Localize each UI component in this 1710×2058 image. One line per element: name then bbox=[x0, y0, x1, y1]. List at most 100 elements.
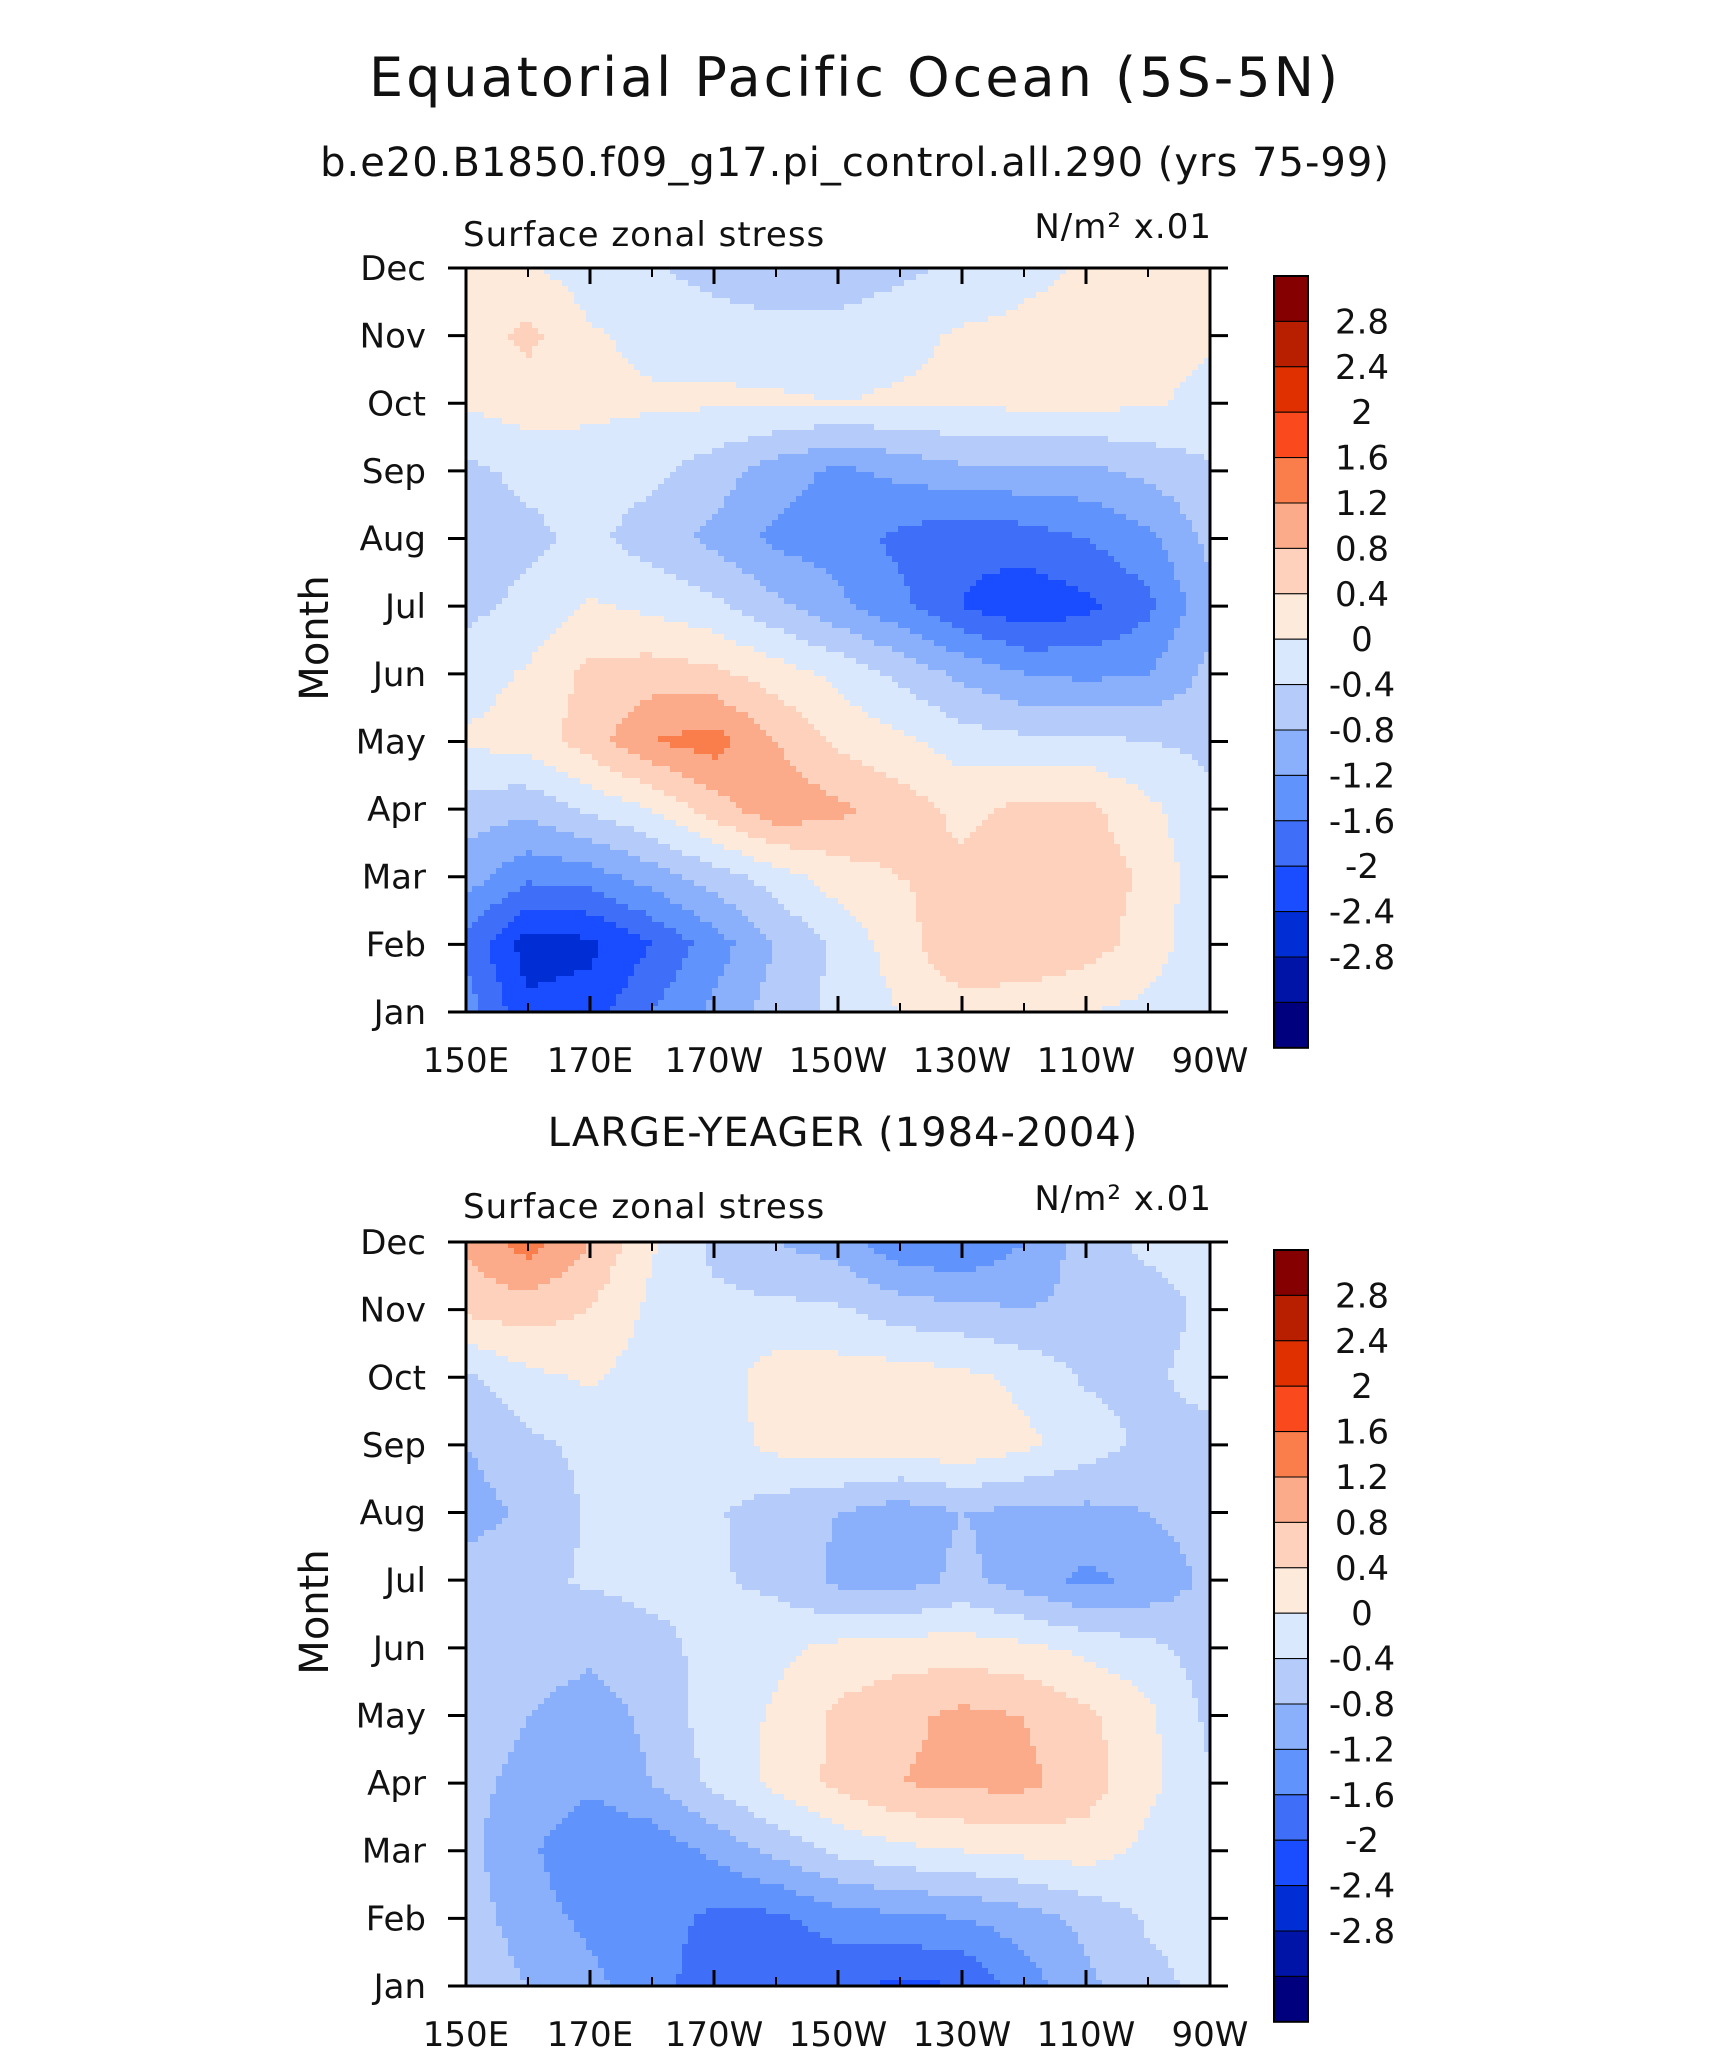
contour-cell bbox=[976, 412, 983, 419]
contour-cell bbox=[964, 346, 971, 353]
contour-cell bbox=[1132, 490, 1139, 497]
contour-cell bbox=[1096, 268, 1103, 275]
contour-cell bbox=[1036, 340, 1043, 347]
contour-cell bbox=[628, 424, 635, 431]
contour-cell bbox=[898, 478, 905, 485]
contour-cell bbox=[508, 352, 515, 359]
contour-cell bbox=[838, 490, 845, 497]
contour-cell bbox=[868, 448, 875, 455]
contour-cell bbox=[958, 466, 965, 473]
contour-cell bbox=[490, 388, 497, 395]
contour-cell bbox=[718, 346, 725, 353]
contour-cell bbox=[856, 370, 863, 377]
contour-cell bbox=[640, 424, 647, 431]
contour-cell bbox=[598, 424, 605, 431]
contour-cell bbox=[514, 400, 521, 407]
contour-cell bbox=[1036, 412, 1043, 419]
contour-cell bbox=[574, 460, 581, 467]
contour-cell bbox=[982, 304, 989, 311]
contour-cell bbox=[940, 466, 947, 473]
contour-cell bbox=[1054, 322, 1061, 329]
contour-cell bbox=[682, 376, 689, 383]
contour-cell bbox=[952, 334, 959, 341]
contour-cell bbox=[1030, 376, 1037, 383]
contour-cell bbox=[1120, 334, 1127, 341]
contour-cell bbox=[1096, 502, 1103, 509]
contour-cell bbox=[754, 352, 761, 359]
contour-cell bbox=[1078, 328, 1085, 335]
contour-cell bbox=[694, 370, 701, 377]
contour-cell bbox=[604, 316, 611, 323]
contour-cell bbox=[838, 454, 845, 461]
contour-cell bbox=[712, 502, 719, 509]
contour-cell bbox=[1132, 442, 1139, 449]
contour-cell bbox=[958, 316, 965, 323]
contour-cell bbox=[1198, 292, 1205, 299]
contour-cell bbox=[934, 478, 941, 485]
contour-cell bbox=[724, 298, 731, 305]
contour-cell bbox=[1198, 394, 1205, 401]
contour-cell bbox=[538, 448, 545, 455]
contour-cell bbox=[742, 478, 749, 485]
contour-cell bbox=[754, 496, 761, 503]
contour-cell bbox=[718, 394, 725, 401]
contour-cell bbox=[1192, 370, 1199, 377]
contour-cell bbox=[1066, 466, 1073, 473]
contour-cell bbox=[688, 442, 695, 449]
contour-cell bbox=[1042, 430, 1049, 437]
contour-cell bbox=[652, 364, 659, 371]
contour-cell bbox=[526, 508, 533, 515]
contour-cell bbox=[598, 460, 605, 467]
contour-cell bbox=[466, 298, 473, 305]
contour-cell bbox=[598, 376, 605, 383]
contour-cell bbox=[478, 346, 485, 353]
contour-cell bbox=[640, 322, 647, 329]
contour-cell bbox=[718, 460, 725, 467]
contour-cell bbox=[598, 334, 605, 341]
contour-cell bbox=[616, 454, 623, 461]
contour-cell bbox=[832, 394, 839, 401]
contour-cell bbox=[574, 448, 581, 455]
contour-cell bbox=[1048, 358, 1055, 365]
contour-cell bbox=[712, 298, 719, 305]
contour-cell bbox=[664, 340, 671, 347]
contour-cell bbox=[544, 286, 551, 293]
contour-cell bbox=[868, 454, 875, 461]
contour-cell bbox=[1186, 352, 1193, 359]
contour-cell bbox=[946, 394, 953, 401]
contour-cell bbox=[1054, 484, 1061, 491]
contour-cell bbox=[1048, 268, 1055, 275]
contour-cell bbox=[826, 304, 833, 311]
contour-cell bbox=[1072, 388, 1079, 395]
contour-cell bbox=[892, 346, 899, 353]
contour-cell bbox=[508, 298, 515, 305]
contour-cell bbox=[922, 292, 929, 299]
contour-cell bbox=[478, 322, 485, 329]
contour-cell bbox=[922, 472, 929, 479]
contour-cell bbox=[814, 310, 821, 317]
contour-cell bbox=[1120, 286, 1127, 293]
contour-cell bbox=[580, 412, 587, 419]
contour-cell bbox=[1066, 352, 1073, 359]
contour-cell bbox=[658, 466, 665, 473]
contour-cell bbox=[508, 448, 515, 455]
contour-cell bbox=[718, 292, 725, 299]
contour-cell bbox=[1018, 316, 1025, 323]
contour-cell bbox=[532, 394, 539, 401]
contour-cell bbox=[562, 436, 569, 443]
contour-cell bbox=[1036, 346, 1043, 353]
contour-cell bbox=[1150, 388, 1157, 395]
contour-cell bbox=[922, 370, 929, 377]
contour-cell bbox=[670, 436, 677, 443]
contour-cell bbox=[640, 358, 647, 365]
contour-cell bbox=[568, 454, 575, 461]
contour-cell bbox=[814, 436, 821, 443]
contour-cell bbox=[748, 496, 755, 503]
contour-cell bbox=[844, 430, 851, 437]
contour-cell bbox=[964, 442, 971, 449]
contour-cell bbox=[586, 376, 593, 383]
contour-cell bbox=[814, 370, 821, 377]
contour-cell bbox=[550, 436, 557, 443]
contour-cell bbox=[706, 502, 713, 509]
contour-cell bbox=[1000, 346, 1007, 353]
